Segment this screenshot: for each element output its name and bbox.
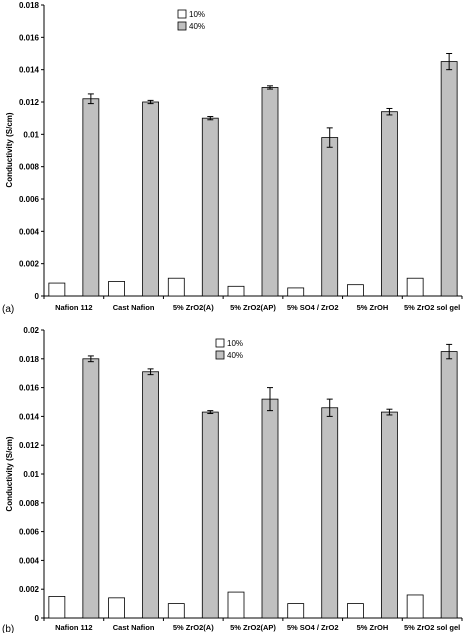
category-label: Nafion 112 bbox=[55, 623, 93, 632]
y-tick-label: 0.014 bbox=[19, 66, 40, 75]
y-tick-label: 0.002 bbox=[19, 260, 40, 269]
chart-panel-b: 0 0.002 0.004 0.006 0.008 0.01 0.012 0.014 0.016… bbox=[2, 326, 463, 633]
bar-10pct bbox=[227, 591, 245, 619]
bar-10pct bbox=[108, 281, 125, 297]
y-tick-label: 0.008 bbox=[19, 499, 40, 508]
bar-10pct bbox=[287, 603, 305, 619]
y-tick-label: 0.016 bbox=[19, 384, 40, 393]
category-label: 5% SO4 / ZrO2 bbox=[287, 623, 339, 632]
legend-swatch-40pct bbox=[215, 350, 225, 360]
bar-10pct bbox=[167, 277, 185, 297]
bar-40pct bbox=[381, 111, 398, 297]
bar-40pct bbox=[142, 371, 159, 619]
bar-10pct bbox=[167, 603, 185, 619]
y-tick-label: 0.012 bbox=[19, 441, 40, 450]
bar-40pct bbox=[381, 411, 398, 619]
bar-40pct bbox=[261, 398, 279, 619]
bar-40pct bbox=[82, 98, 100, 297]
legend-label-40pct: 40% bbox=[227, 351, 243, 360]
y-tick-label: 0.018 bbox=[19, 355, 40, 364]
legend-swatch-40pct bbox=[177, 21, 187, 31]
category-label: 5% ZrO2(AP) bbox=[230, 303, 276, 312]
bar-10pct bbox=[287, 287, 305, 297]
panel-label: (a) bbox=[2, 304, 14, 315]
legend-label-10pct: 10% bbox=[227, 339, 243, 348]
y-tick-label: 0 bbox=[35, 614, 40, 623]
y-tick-label: 0.02 bbox=[23, 326, 39, 335]
category-label: 5% ZrO2(A) bbox=[173, 623, 214, 632]
category-label: 5% ZrO2(A) bbox=[173, 303, 214, 312]
bar-40pct bbox=[440, 61, 458, 297]
y-axis-label: Conductivity (S/cm) bbox=[5, 112, 14, 187]
chart-panel-a: 0 0.002 0.004 0.006 0.008 0.01 0.012 0.014 0.016… bbox=[2, 1, 463, 315]
bar-10pct bbox=[108, 597, 125, 619]
y-tick-label: 0.016 bbox=[19, 33, 40, 42]
bar-40pct bbox=[321, 137, 339, 297]
category-label: 5% ZrOH bbox=[357, 303, 389, 312]
y-tick-label: 0 bbox=[35, 292, 40, 301]
bar-40pct bbox=[201, 411, 219, 619]
y-tick-label: 0.006 bbox=[19, 195, 40, 204]
bar-10pct bbox=[347, 603, 364, 619]
category-label: Cast Nafion bbox=[113, 623, 155, 632]
category-label: 5% ZrO2(AP) bbox=[230, 623, 276, 632]
legend-swatch-10pct bbox=[177, 9, 187, 19]
category-label: Cast Nafion bbox=[113, 303, 155, 312]
y-tick-label: 0.004 bbox=[19, 227, 40, 236]
y-tick-label: 0.01 bbox=[23, 470, 39, 479]
bar-40pct bbox=[201, 117, 219, 297]
y-tick-label: 0.006 bbox=[19, 528, 40, 537]
category-label: 5% SO4 / ZrO2 bbox=[287, 303, 339, 312]
bar-10pct bbox=[227, 285, 245, 297]
bar-40pct bbox=[142, 101, 159, 297]
panel-label: (b) bbox=[2, 624, 14, 633]
y-tick-label: 0.012 bbox=[19, 98, 40, 107]
bar-40pct bbox=[321, 407, 339, 619]
category-label: 5% ZrOH bbox=[357, 623, 389, 632]
bar-10pct bbox=[406, 277, 424, 297]
bar-40pct bbox=[82, 358, 100, 619]
y-tick-label: 0.004 bbox=[19, 556, 40, 565]
y-tick-label: 0.002 bbox=[19, 585, 40, 594]
legend-label-10pct: 10% bbox=[189, 10, 205, 19]
legend-label-40pct: 40% bbox=[189, 22, 205, 31]
y-tick-label: 0.01 bbox=[23, 130, 39, 139]
y-axis-label: Conductivity (S/cm) bbox=[5, 436, 14, 511]
category-label: Nafion 112 bbox=[55, 303, 93, 312]
bar-10pct bbox=[48, 282, 66, 297]
legend-swatch-10pct bbox=[215, 338, 225, 348]
y-tick-label: 0.014 bbox=[19, 412, 40, 421]
category-label: 5% ZrO2 sol gel bbox=[404, 623, 460, 632]
bar-10pct bbox=[406, 594, 424, 619]
y-tick-label: 0.008 bbox=[19, 163, 40, 172]
category-label: 5% ZrO2 sol gel bbox=[404, 303, 460, 312]
y-tick-label: 0.018 bbox=[19, 1, 40, 10]
bar-40pct bbox=[261, 87, 279, 297]
bar-40pct bbox=[440, 351, 458, 619]
bar-10pct bbox=[48, 596, 66, 619]
bar-10pct bbox=[347, 284, 364, 297]
